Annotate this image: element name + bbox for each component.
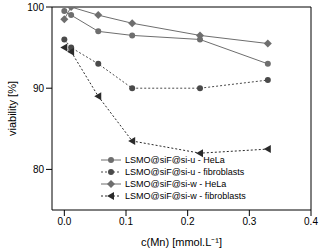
svg-text:0.0: 0.0 (57, 216, 71, 227)
html-text:LSMO@siF@si-w - HeLa: LSMO@siF@si-w - HeLa (125, 179, 227, 189)
svg-text:100: 100 (27, 2, 44, 13)
html-text:LSMO@siF@si-w - fibroblasts: LSMO@siF@si-w - fibroblasts (125, 191, 246, 201)
html-text:LSMO@siF@si-u - fibroblasts: LSMO@siF@si-u - fibroblasts (125, 167, 245, 177)
svg-text:viability [%]: viability [%] (8, 81, 18, 136)
svg-text:c(Mn) [mmol.L⁻¹]: c(Mn) [mmol.L⁻¹] (141, 236, 222, 248)
svg-text:0.3: 0.3 (242, 216, 256, 227)
svg-text:0.2: 0.2 (181, 216, 195, 227)
svg-text:90: 90 (33, 83, 45, 94)
html-text:LSMO@siF@si-u - HeLa: LSMO@siF@si-u - HeLa (125, 155, 225, 165)
svg-text:80: 80 (33, 164, 45, 175)
svg-text:0.1: 0.1 (119, 216, 133, 227)
svg-text:0.4: 0.4 (304, 216, 314, 227)
